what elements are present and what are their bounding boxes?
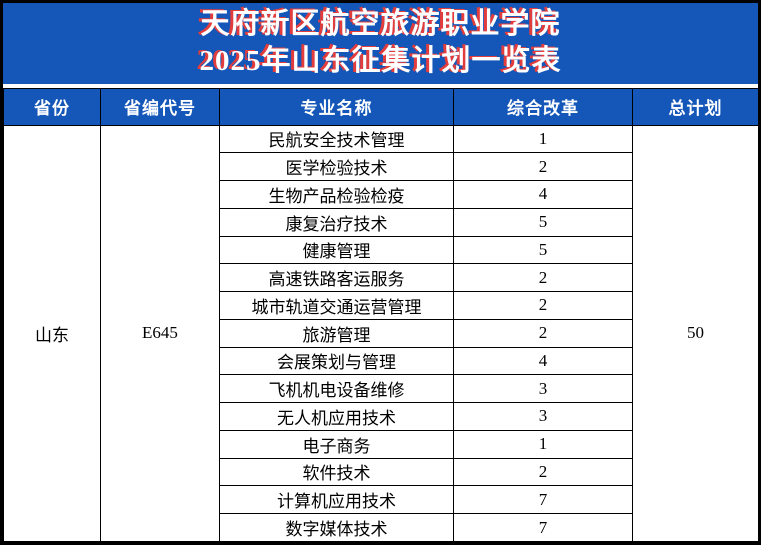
province-code-cell: E645 [100,124,220,543]
major-cell: 医学检验技术 [219,152,454,182]
major-cell: 健康管理 [219,235,454,265]
major-cell: 软件技术 [219,457,454,487]
table-row: 康复治疗技术 5 [4,207,759,237]
total-plan-cell: 50 [632,124,759,543]
reform-value-cell: 5 [453,207,633,237]
school-name-title: 天府新区航空旅游职业学院 [200,8,561,41]
reform-value-cell: 4 [453,346,633,376]
table-row: 健康管理 5 [4,235,759,265]
table-row: 高速铁路客运服务 2 [4,263,759,293]
major-cell: 无人机应用技术 [219,402,454,431]
table-row: 山东 E645 民航安全技术管理 1 50 [3,124,759,543]
major-cell: 旅游管理 [219,318,454,348]
major-cell: 生物产品检验检疫 [219,180,454,209]
table-row: 数字媒体技术 7 [4,513,759,542]
col-header-total: 总计划 [632,87,759,126]
table-row: 飞机机电设备维修 3 [4,374,759,404]
major-cell: 飞机机电设备维修 [219,374,454,404]
reform-value-cell: 5 [453,235,633,265]
reform-value-cell: 2 [453,291,633,320]
reform-value-cell: 2 [453,263,633,293]
reform-value-cell: 2 [453,318,633,348]
major-cell: 数字媒体技术 [219,513,454,542]
col-header-province: 省份 [3,87,101,126]
reform-value-cell: 1 [453,124,633,154]
title-banner: 天府新区航空旅游职业学院 2025年山东征集计划一览表 [3,3,758,84]
col-header-code: 省编代号 [100,87,220,126]
major-cell: 民航安全技术管理 [219,124,454,154]
major-cell: 电子商务 [219,429,454,459]
reform-value-cell: 3 [453,374,633,404]
banner-divider [3,83,758,88]
major-cell: 高速铁路客运服务 [219,263,454,293]
reform-value-cell: 7 [453,513,633,542]
col-header-reform: 综合改革 [453,87,633,126]
major-cell: 计算机应用技术 [219,485,454,515]
table-row: 医学检验技术 2 [4,152,759,182]
reform-value-cell: 2 [453,457,633,487]
reform-value-cell: 2 [453,152,633,182]
plan-subtitle: 2025年山东征集计划一览表 [199,45,562,78]
major-cell: 城市轨道交通运营管理 [219,291,454,320]
col-header-major: 专业名称 [219,87,454,126]
table-row: 生物产品检验检疫 4 [4,180,759,209]
reform-value-cell: 3 [453,402,633,431]
major-cell: 康复治疗技术 [219,207,454,237]
table-row: 旅游管理 2 [4,318,759,348]
plan-table: 省份 省编代号 专业名称 综合改革 总计划 山东 E645 民航安全技术管理 1… [3,87,759,543]
header-row: 省份 省编代号 专业名称 综合改革 总计划 [3,87,759,126]
reform-value-cell: 7 [453,485,633,515]
reform-value-cell: 1 [453,429,633,459]
province-cell: 山东 [3,124,101,543]
major-cell: 会展策划与管理 [219,346,454,376]
table-row: 会展策划与管理 4 [4,346,759,376]
reform-value-cell: 4 [453,180,633,209]
